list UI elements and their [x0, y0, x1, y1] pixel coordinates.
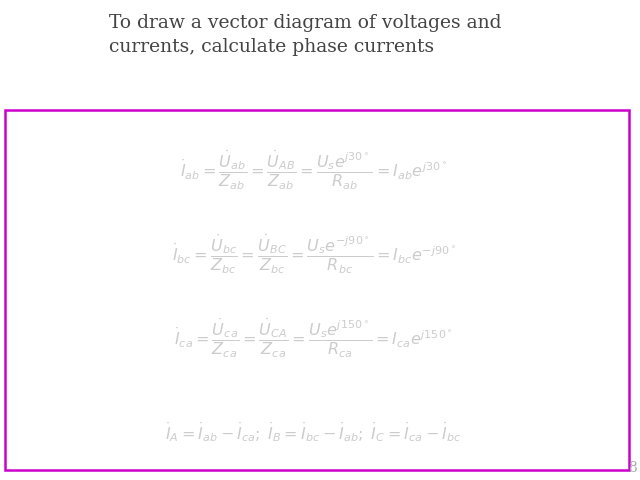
Text: $\dot{I}_{ab} = \dfrac{\dot{U}_{ab}}{Z_{ab}} = \dfrac{\dot{U}_{AB}}{Z_{ab}} = \d: $\dot{I}_{ab} = \dfrac{\dot{U}_{ab}}{Z_{… — [180, 149, 447, 192]
Text: $\dot{I}_{ca} = \dfrac{\dot{U}_{ca}}{Z_{ca}} = \dfrac{\dot{U}_{CA}}{Z_{ca}} = \d: $\dot{I}_{ca} = \dfrac{\dot{U}_{ca}}{Z_{… — [174, 317, 453, 360]
Text: $\dot{I}_{bc} = \dfrac{\dot{U}_{bc}}{Z_{bc}} = \dfrac{\dot{U}_{BC}}{Z_{bc}} = \d: $\dot{I}_{bc} = \dfrac{\dot{U}_{bc}}{Z_{… — [172, 233, 456, 276]
Text: To draw a vector diagram of voltages and
currents, calculate phase currents: To draw a vector diagram of voltages and… — [109, 14, 501, 56]
Text: 8: 8 — [628, 461, 637, 475]
Text: $\dot{I}_A = \dot{I}_{ab} - \dot{I}_{ca}; \; \dot{I}_B = \dot{I}_{bc} - \dot{I}_: $\dot{I}_A = \dot{I}_{ab} - \dot{I}_{ca}… — [165, 420, 462, 444]
